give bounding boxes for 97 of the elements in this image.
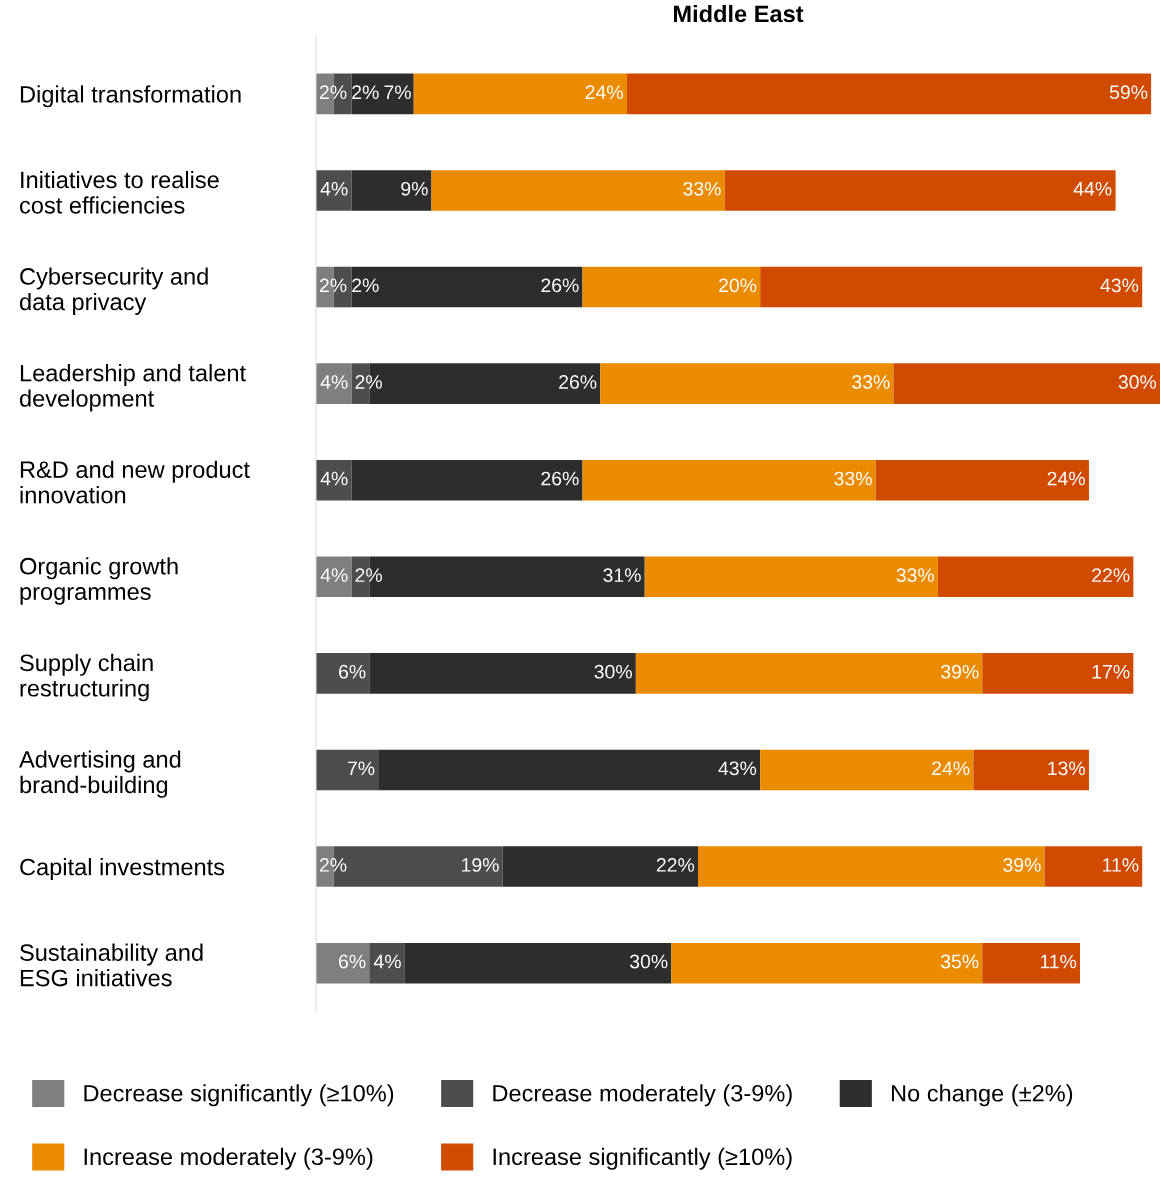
bar [600,363,894,404]
y-tick-label: Cybersecurity and data privacy [19,267,208,315]
legend-label: Decrease moderately (3-9%) [493,1084,792,1107]
bar [404,942,672,984]
data-label: 33% [834,471,872,486]
data-label: 4% [320,471,348,486]
bar [760,266,1143,308]
data-label: 31% [603,568,641,583]
bar [316,653,370,694]
bar [671,942,983,984]
data-label: 39% [941,664,979,679]
data-label: 6% [339,664,366,679]
legend-label: Increase significantly (≥10%) [493,1147,792,1170]
data-label: 2% [319,858,347,872]
data-label: 11% [1103,858,1139,872]
bar [644,556,938,598]
bar [351,266,583,308]
data-label: 26% [541,278,579,293]
data-label: 2% [355,375,382,389]
bar [431,170,725,211]
data-label: 39% [1003,858,1041,872]
bar [351,459,583,501]
bar [1044,846,1143,887]
y-tick-label: Digital transformation [20,85,241,108]
data-label: 24% [1047,471,1085,486]
data-label: 26% [541,471,579,486]
bar [351,73,414,115]
data-label: 30% [594,664,632,679]
bar [893,363,1160,404]
y-tick-label: Leadership and talent development [19,364,246,412]
data-label: 30% [629,954,668,969]
chart-title: Middle East [673,4,804,23]
data-label: 33% [683,181,721,196]
data-label: 22% [656,858,695,872]
data-label: 24% [932,761,970,776]
data-label: 19% [462,858,499,872]
data-label: 43% [718,761,757,776]
data-label: 30% [1118,375,1157,389]
bar [369,942,405,984]
data-label: 4% [373,954,401,969]
bar [582,459,876,501]
bar [973,749,1089,791]
bar [316,363,352,404]
legend-label: No change (±2%) [891,1084,1073,1107]
y-tick-label: Advertising and brand-building [19,750,181,798]
data-label: 4% [320,568,348,582]
y-tick-label: Initiatives to realise cost efficiencies [20,170,219,214]
data-label: 2% [319,278,347,293]
y-tick-label: R&D and new product innovation [20,460,250,504]
data-label: 20% [719,278,757,293]
y-tick-label: Organic growth programmes [20,557,178,605]
data-label: 22% [1092,568,1130,582]
data-label: 2% [319,85,347,100]
data-label: 33% [896,568,934,583]
legend-label: Decrease significantly (≥10%) [84,1084,394,1107]
bar [698,846,1045,887]
data-label: 2% [352,85,379,100]
y-tick-label: Sustainability and ESG initiatives [20,943,203,987]
bar [626,73,1152,115]
bar [582,266,761,308]
data-label: 43% [1100,278,1139,293]
data-label: 9% [401,181,428,196]
data-label: 13% [1048,761,1086,776]
bar [316,459,352,501]
data-label: 33% [852,375,890,389]
data-label: 6% [339,954,366,969]
y-tick-label: Capital investments [20,858,225,881]
data-label: 7% [384,85,411,100]
y-tick-label: Supply chain restructuring [20,653,153,702]
data-label: 2% [355,568,382,582]
data-label: 7% [347,761,375,776]
bar [982,942,1081,984]
bar [351,170,432,211]
legend-label: Increase moderately (3-9%) [84,1147,373,1170]
data-label: 11% [1040,954,1077,969]
data-label: 26% [559,375,597,389]
data-label: 4% [320,375,348,389]
bar [378,749,761,791]
data-label: 59% [1109,85,1148,100]
data-label: 4% [320,181,348,196]
bar [369,653,636,694]
bar [937,556,1134,598]
bar [724,170,1116,211]
bar [982,653,1134,694]
data-label: 2% [352,278,379,293]
data-label: 17% [1092,664,1130,679]
data-label: 24% [585,85,623,100]
bar [502,846,699,887]
bar [635,653,983,694]
data-label: 35% [940,954,979,969]
bar [413,73,627,115]
data-label: 44% [1073,181,1112,196]
bar [316,942,370,984]
bar [316,170,352,211]
bar [760,749,974,791]
bar [316,749,379,791]
bar [875,459,1089,501]
